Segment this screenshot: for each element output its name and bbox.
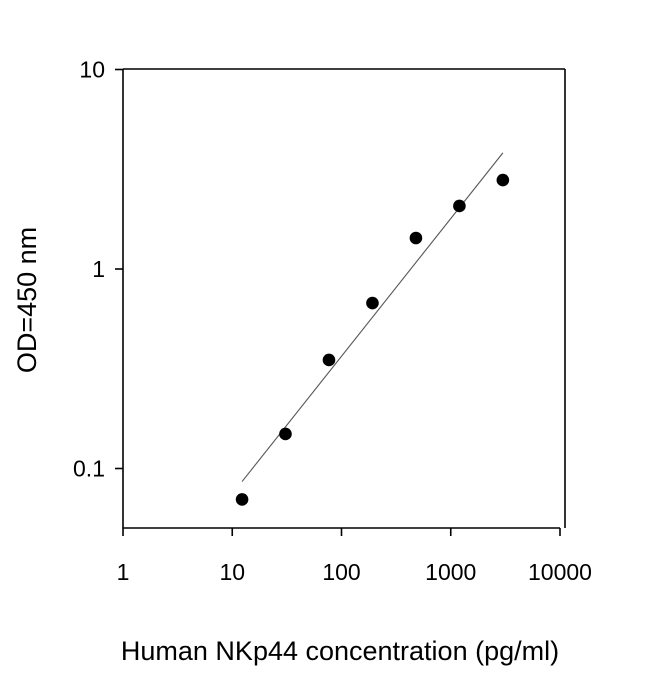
data-point [279,427,292,441]
data-point [366,296,379,310]
x-tick-label: 10 [219,559,245,585]
data-points [235,173,510,506]
y-tick-label: 10 [79,57,105,83]
x-axis-ticks: 1 10 100 1000 10000 [117,528,592,585]
x-axis-title: Human NKp44 concentration (pg/ml) [121,636,559,666]
plot-frame [122,68,566,529]
x-tick-label: 1000 [425,559,476,585]
data-point [235,493,249,506]
x-tick-label: 10000 [528,559,592,585]
y-axis-ticks: 0.1 1 10 [73,57,123,482]
data-point [453,199,466,213]
x-tick-label: 100 [322,559,360,585]
data-point [496,173,510,187]
y-tick-label: 1 [92,256,105,282]
data-point [409,231,423,245]
y-tick-label: 0.1 [73,456,105,482]
data-point [322,353,336,367]
y-axis-title: OD=450 nm [12,227,42,373]
x-tick-label: 1 [117,559,130,585]
